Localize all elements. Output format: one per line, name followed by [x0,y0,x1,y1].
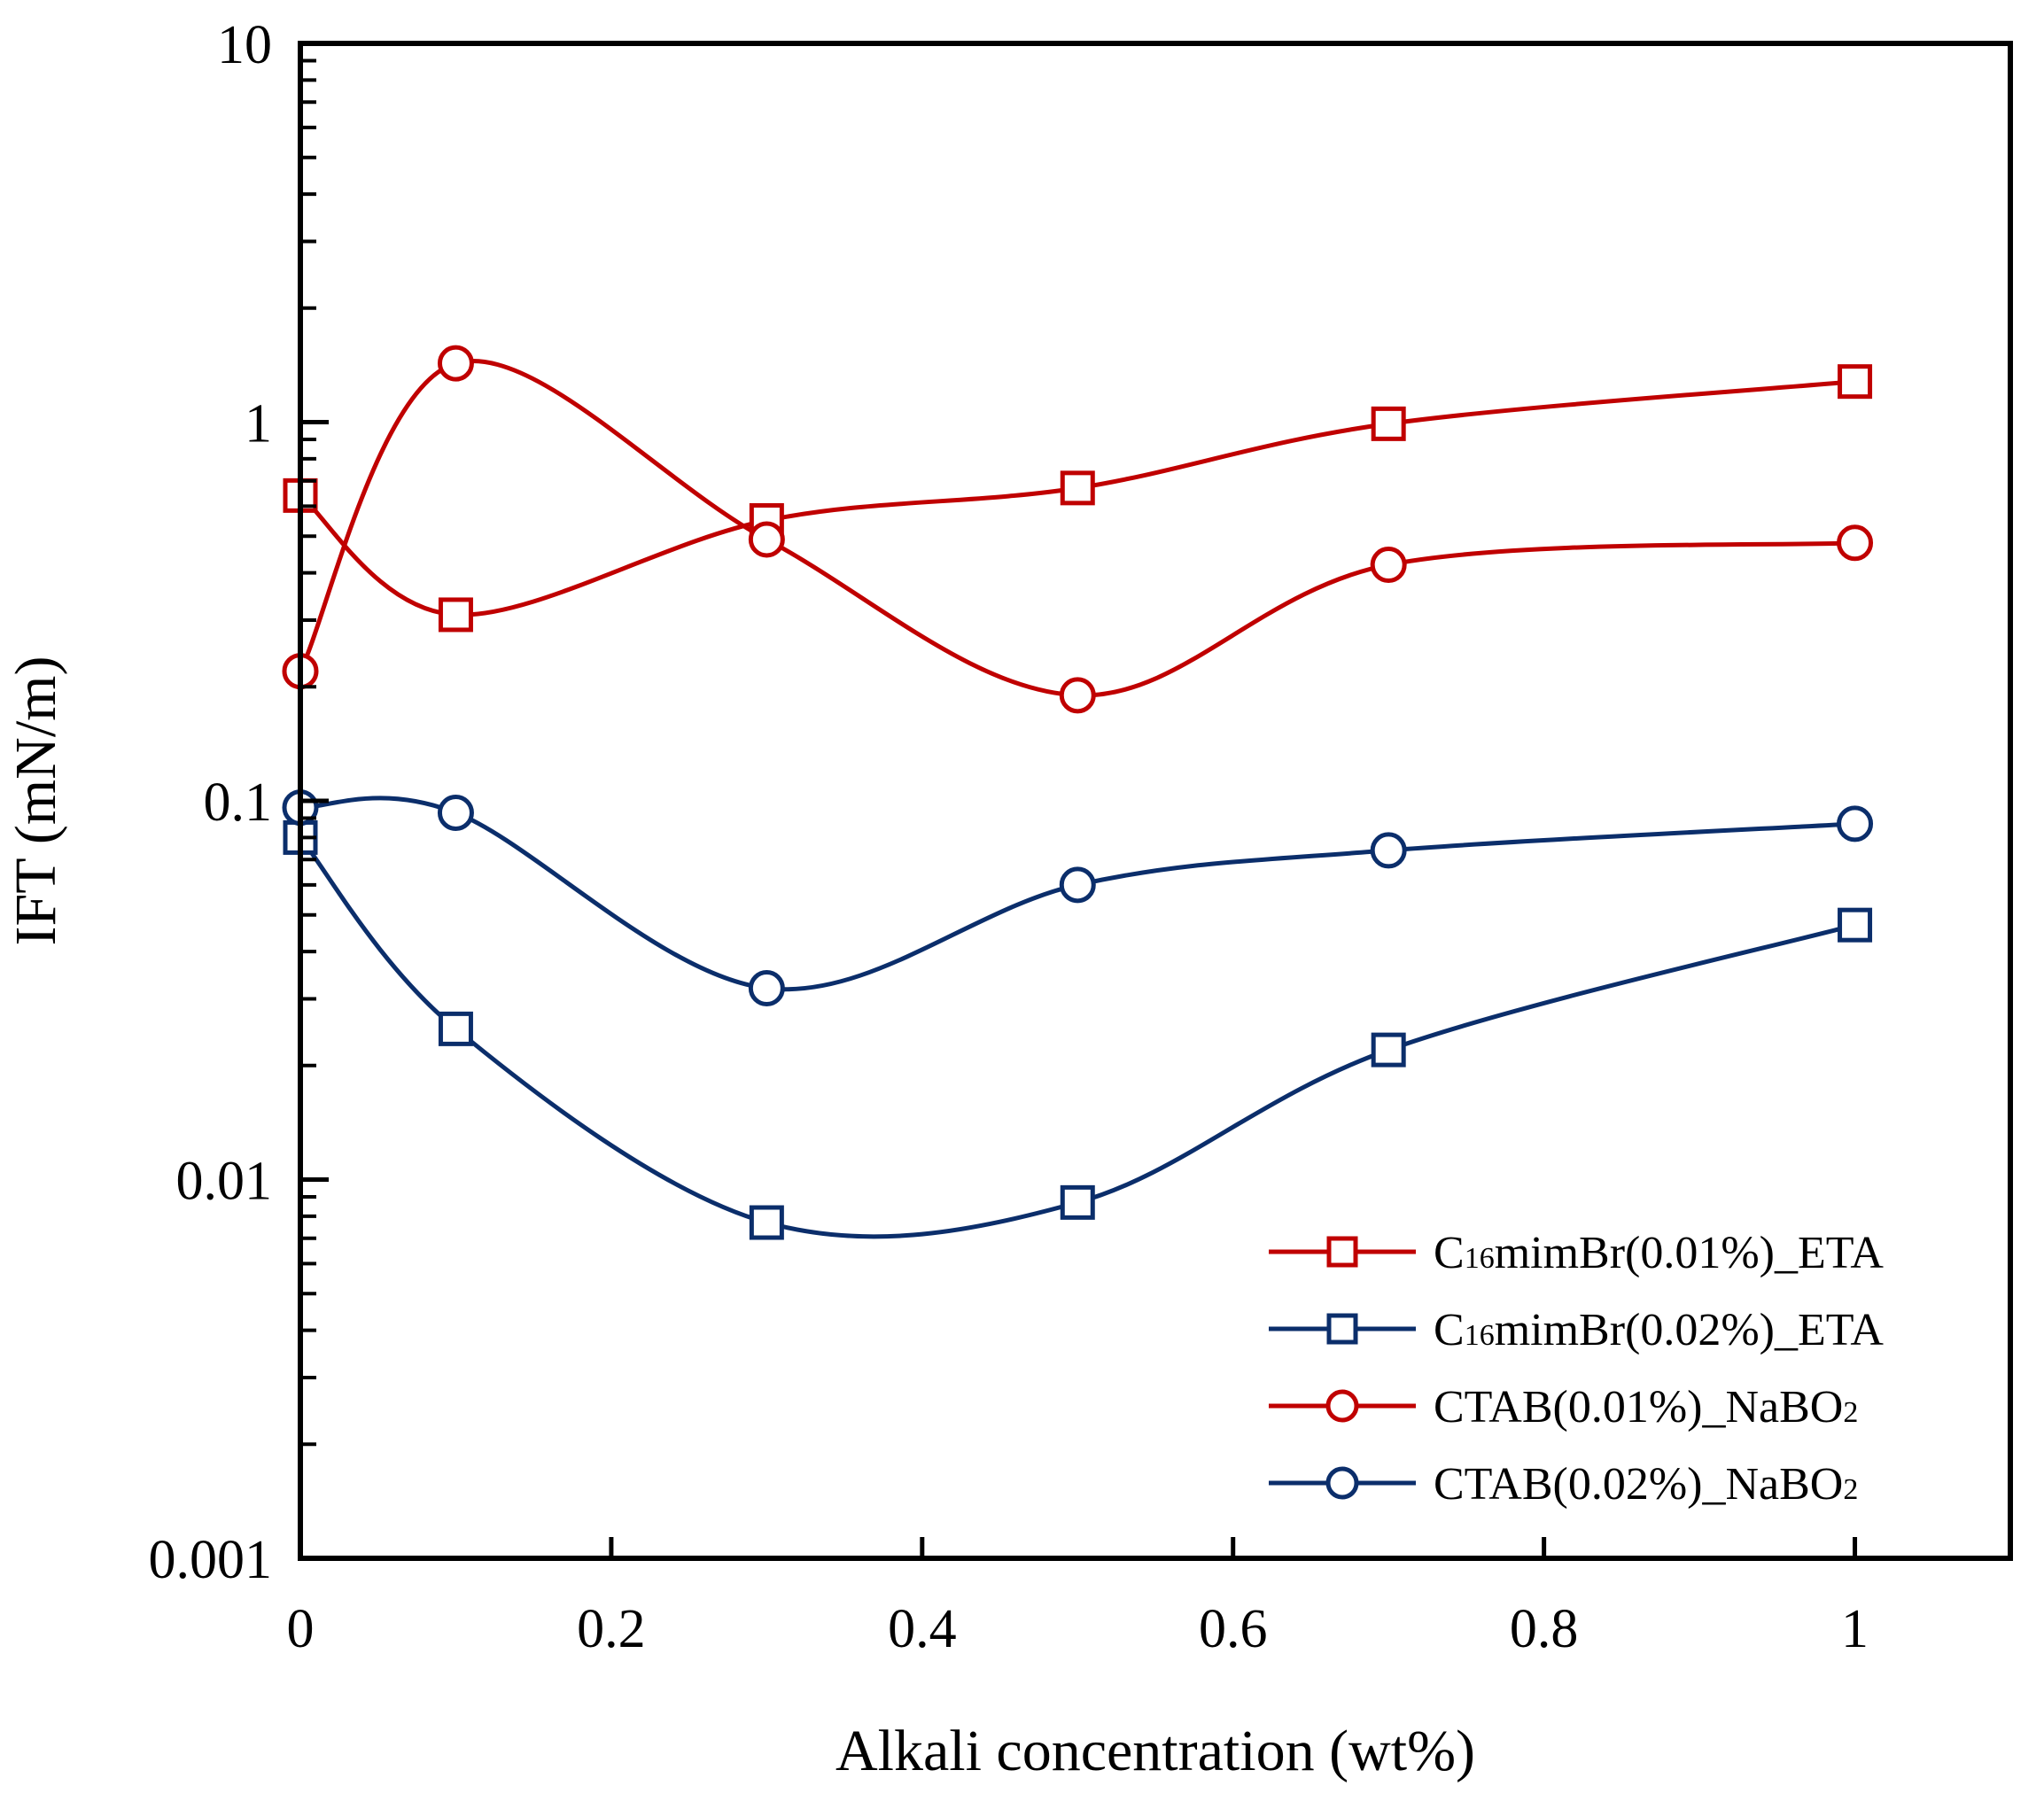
legend-item: C16mimBr(0.02%)_ETA [1269,1305,1884,1355]
data-point [1060,470,1095,506]
data-point [1059,866,1096,904]
legend-marker [1326,1313,1358,1345]
y-tick-label: 1 [245,394,272,454]
legend-label: CTAB(0.02%)_NaBO2 [1434,1459,1858,1510]
data-point [1059,677,1096,714]
data-point [1370,832,1407,869]
x-tick-label: 0.6 [1199,1599,1268,1659]
data-point [437,345,474,382]
series-4 [282,789,1874,1007]
data-point [437,794,474,831]
y-axis-label: IFT (mN/m) [4,656,68,946]
legend-marker [1325,1389,1359,1423]
series-1 [283,364,1873,633]
y-tick-label: 0.1 [204,773,273,833]
x-tick-label: 0 [287,1599,315,1659]
tick-labels: 0 0.2 0.4 0.6 0.8 1 0.001 0.01 0.1 1 10 [149,15,1869,1659]
data-point [748,970,785,1007]
legend-marker [1325,1466,1359,1500]
y-tick-label: 10 [217,15,272,75]
data-point [749,1205,784,1240]
data-point [438,597,473,633]
series-3 [282,345,1874,714]
data-point [1838,907,1873,943]
x-tick-label: 1 [1841,1599,1869,1659]
data-point [1370,547,1407,584]
x-tick-label: 0.4 [888,1599,957,1659]
data-point [438,1011,473,1046]
data-point [1837,524,1874,562]
data-point [1837,805,1874,842]
series-layer [282,345,1874,1240]
x-axis-label: Alkali concentration (wt%) [835,1719,1475,1783]
ticks-layer [298,41,1858,1561]
data-point [748,521,785,558]
legend-item: CTAB(0.02%)_NaBO2 [1269,1459,1858,1510]
legend-label: C16mimBr(0.01%)_ETA [1434,1228,1884,1278]
y-tick-label: 0.001 [149,1530,273,1590]
x-tick-label: 0.8 [1510,1599,1579,1659]
legend-label: C16mimBr(0.02%)_ETA [1434,1305,1884,1355]
legend-item: CTAB(0.01%)_NaBO2 [1269,1382,1858,1432]
legend-marker [1326,1236,1358,1268]
data-point [1060,1184,1095,1220]
series-line [298,359,1855,698]
legend-label: CTAB(0.01%)_NaBO2 [1434,1382,1858,1432]
y-tick-label: 0.01 [176,1152,273,1212]
data-point [1371,406,1406,441]
legend-item: C16mimBr(0.01%)_ETA [1269,1228,1884,1278]
x-tick-label: 0.2 [577,1599,646,1659]
legend: C16mimBr(0.01%)_ETA C16mimBr(0.02%)_ETA CT… [1269,1228,1884,1510]
data-point [1371,1032,1406,1068]
data-point [1838,364,1873,400]
